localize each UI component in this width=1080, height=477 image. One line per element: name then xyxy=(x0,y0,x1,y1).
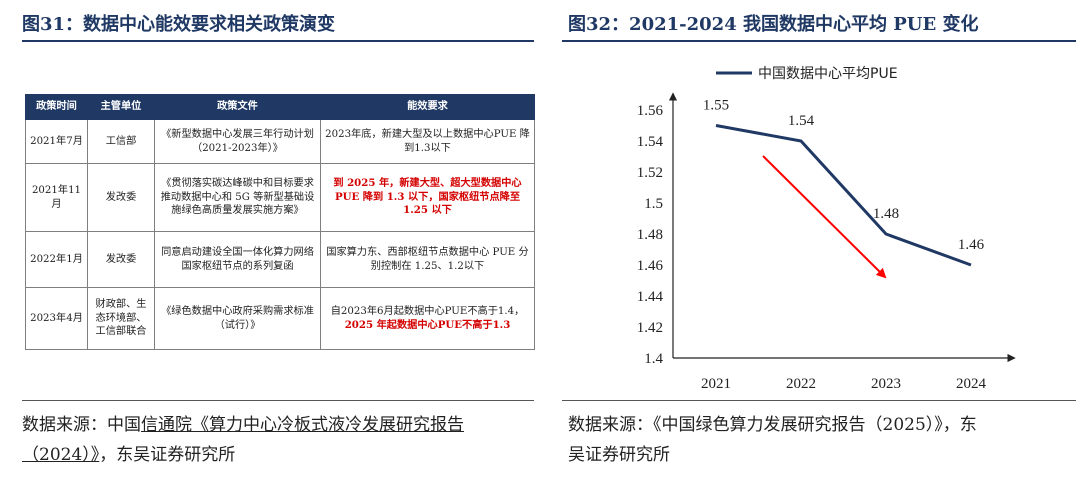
requirement-text: 国家算力东、西部枢纽节点数据中心 PUE 分别控制在 1.25、1.2以下 xyxy=(326,246,529,272)
x-tick-label: 2024 xyxy=(956,376,987,392)
cell-doc: 《绿色数据中心政府采购需求标准（试行）》 xyxy=(154,287,321,350)
y-tick-label: 1.4 xyxy=(644,351,663,367)
cell-requirement: 到 2025 年，新建大型、超大型数据中心 PUE 降到 1.3 以下，国家枢纽… xyxy=(320,163,535,232)
table-row: 2022年1月 发改委 同意启动建设全国一体化算力网络国家枢纽节点的系列复函 国… xyxy=(25,231,535,288)
left-source-note: 数据来源：中国信通院《算力中心冷板式液冷发展研究报告（2024）》，东吴证券研究… xyxy=(22,410,522,470)
cell-doc: 《新型数据中心发展三年行动计划（2021-2023年）》 xyxy=(154,119,321,164)
requirement-text: 自2023年6月起数据中心PUE不高于1.4， xyxy=(330,305,525,317)
data-label: 1.48 xyxy=(873,206,899,222)
left-bottom-rule xyxy=(22,400,534,401)
y-tick-label: 1.52 xyxy=(637,165,663,181)
x-tick-label: 2022 xyxy=(786,376,816,392)
column-header: 能效要求 xyxy=(320,94,535,120)
data-label: 1.46 xyxy=(958,237,985,253)
trend-arrow xyxy=(762,155,887,279)
cell-dept: 财政部、生态环境部、工信部联合 xyxy=(87,287,155,350)
source-suffix: ，东吴证券研究所 xyxy=(99,445,236,465)
source-prefix: 数据来源：中国 xyxy=(22,415,141,435)
right-bottom-rule xyxy=(562,400,1076,401)
table-row: 2021年7月 工信部 《新型数据中心发展三年行动计划（2021-2023年）》… xyxy=(25,119,535,164)
column-header: 政策文件 xyxy=(154,94,321,120)
requirement-emphasis: 2025 年起数据中心PUE不高于1.3 xyxy=(344,318,511,331)
table-header-row: 政策时间 主管单位 政策文件 能效要求 xyxy=(25,94,535,120)
cell-doc: 同意启动建设全国一体化算力网络国家枢纽节点的系列复函 xyxy=(154,231,321,288)
y-tick-label: 1.48 xyxy=(637,227,663,243)
requirement-text: 2023年底，新建大型及以上数据中心PUE 降到1.3以下 xyxy=(325,128,530,154)
legend-label: 中国数据中心平均PUE xyxy=(758,66,898,82)
y-tick-label: 1.42 xyxy=(637,320,663,336)
right-source-note: 数据来源：《中国绿色算力发展研究报告（2025）》，东吴证券研究所 xyxy=(568,415,977,465)
y-tick-label: 1.46 xyxy=(637,258,664,274)
cell-time: 2021年7月 xyxy=(25,119,88,164)
cell-time: 2023年4月 xyxy=(25,287,88,350)
cell-requirement: 自2023年6月起数据中心PUE不高于1.4，2025 年起数据中心PUE不高于… xyxy=(320,287,535,350)
data-label: 1.54 xyxy=(788,113,815,129)
cell-time: 2021年11月 xyxy=(25,163,88,232)
column-header: 主管单位 xyxy=(87,94,155,120)
y-tick-label: 1.44 xyxy=(637,289,664,305)
source-link[interactable]: 信通院《算力中心冷板式液冷发展研究报告（2024）》 xyxy=(22,415,464,465)
cell-time: 2022年1月 xyxy=(25,231,88,288)
x-tick-label: 2021 xyxy=(701,376,731,392)
column-header: 政策时间 xyxy=(25,94,88,120)
series-line-pue xyxy=(715,124,972,267)
right-figure-title: 图32：2021-2024 我国数据中心平均 PUE 变化 xyxy=(568,14,979,35)
cell-dept: 发改委 xyxy=(87,231,155,288)
table-row: 2021年11月 发改委 《贯彻落实碳达峰碳中和目标要求 推动数据中心和 5G … xyxy=(25,163,535,232)
table-row: 2023年4月 财政部、生态环境部、工信部联合 《绿色数据中心政府采购需求标准（… xyxy=(25,287,535,350)
left-figure-title: 图31：数据中心能效要求相关政策演变 xyxy=(22,14,336,35)
cell-doc: 《贯彻落实碳达峰碳中和目标要求 推动数据中心和 5G 等新型基础设施绿色高质量发… xyxy=(154,163,321,232)
cell-requirement: 国家算力东、西部枢纽节点数据中心 PUE 分别控制在 1.25、1.2以下 xyxy=(320,231,535,288)
cell-dept: 工信部 xyxy=(87,119,155,164)
x-tick-label: 2023 xyxy=(871,376,901,392)
right-title-rule xyxy=(562,40,1076,42)
y-tick-label: 1.56 xyxy=(637,103,664,119)
y-tick-label: 1.54 xyxy=(637,134,664,150)
policy-table: 政策时间 主管单位 政策文件 能效要求 2021年7月 工信部 《新型数据中心发… xyxy=(25,94,535,350)
y-tick-label: 1.5 xyxy=(644,196,663,212)
requirement-emphasis: 到 2025 年，新建大型、超大型数据中心 PUE 降到 1.3 以下，国家枢纽… xyxy=(333,176,522,217)
left-title-rule xyxy=(22,40,534,42)
cell-dept: 发改委 xyxy=(87,163,155,232)
data-label: 1.55 xyxy=(703,98,729,114)
cell-requirement: 2023年底，新建大型及以上数据中心PUE 降到1.3以下 xyxy=(320,119,535,164)
pue-line-chart: 中国数据中心平均PUE 1.4 1.42 1.44 1.46 1.48 1.5 1.52 1.… xyxy=(637,66,1016,392)
